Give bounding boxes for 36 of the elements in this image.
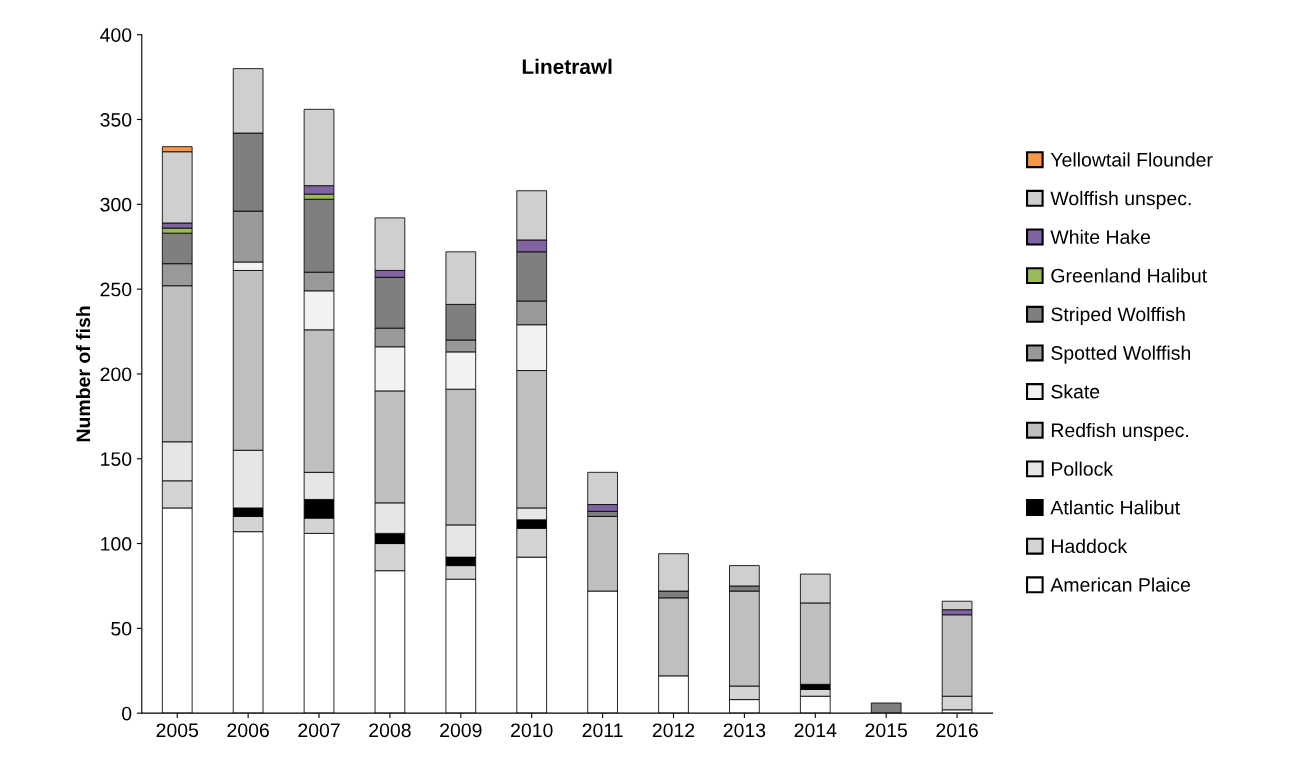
x-tick-label: 2013 <box>723 723 766 738</box>
x-tick-label: 2007 <box>298 723 340 738</box>
y-tick-label: 350 <box>100 112 132 127</box>
legend-label: Redfish unspec. <box>1051 422 1189 442</box>
legend-label: White Hake <box>1050 229 1151 244</box>
legend-label: Spotted Wolffish <box>1051 345 1191 364</box>
y-axis-title: Number of fish <box>75 306 91 442</box>
legend-label: Wolffish unspec. <box>1050 191 1191 210</box>
x-tick-label: 2014 <box>794 723 837 738</box>
y-tick-label: 300 <box>100 197 132 212</box>
x-tick-label: 2016 <box>936 723 978 738</box>
legend-label: Striped Wolffish <box>1051 306 1185 326</box>
legend-label: Pollock <box>1051 461 1114 476</box>
y-tick-label: 100 <box>101 537 132 551</box>
y-tick-label: 150 <box>101 452 132 466</box>
x-tick-label: 2015 <box>865 723 907 738</box>
x-tick-label: 2009 <box>440 723 482 738</box>
legend-label: Greenland Halibut <box>1051 268 1207 283</box>
text: Linetrawl <box>522 58 612 75</box>
x-tick-label: 2005 <box>156 723 199 738</box>
y-tick-label: 200 <box>100 367 132 382</box>
legend-label: Yellowtail Flounder <box>1050 152 1213 167</box>
x-tick-label: 2008 <box>369 723 411 738</box>
x-tick-label: 2006 <box>227 723 269 738</box>
y-tick-label: 400 <box>100 28 132 42</box>
x-tick-label: 2010 <box>511 723 553 738</box>
legend-label: Haddock <box>1051 538 1128 554</box>
x-tick-label: 2011 <box>582 723 623 738</box>
legend-label: Skate <box>1051 384 1100 399</box>
y-tick-label: 250 <box>100 282 132 297</box>
y-tick-label: 50 <box>111 621 132 636</box>
legend-label: Atlantic Halibut <box>1050 500 1180 515</box>
legend-label: American Plaice <box>1050 577 1190 592</box>
y-tick-label: 0 <box>122 706 132 721</box>
x-tick-label: 2012 <box>652 723 695 738</box>
bar <box>941 600 973 611</box>
